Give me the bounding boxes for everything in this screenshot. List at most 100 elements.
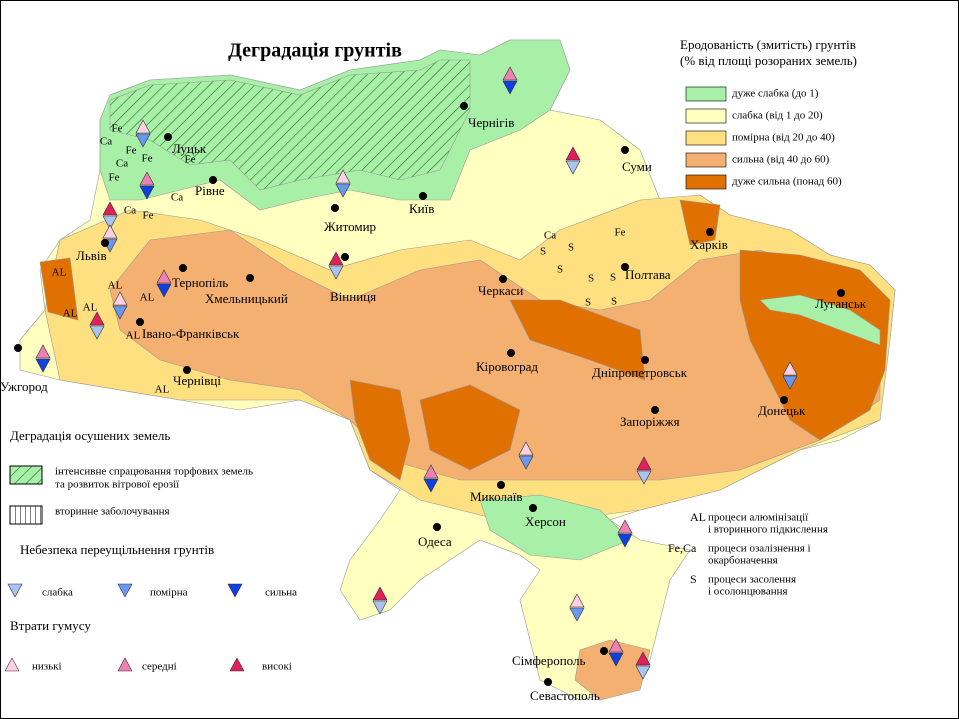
legend-label: помірна [150, 587, 188, 599]
humus-symbol [89, 311, 105, 326]
city-label: Полтава [625, 267, 671, 282]
compaction-symbol [156, 283, 172, 298]
legend-swatch [9, 465, 43, 485]
legend-title: (% від площі розораних земель) [680, 53, 857, 68]
process-code: Fe [109, 172, 120, 184]
legend-title: Небезпека переущільнення грунтів [20, 542, 214, 557]
process-code: S [557, 264, 563, 276]
city-label: Дніпропетровськ [592, 365, 688, 380]
humus-symbol [782, 361, 798, 376]
city-dot [14, 344, 22, 352]
process-code: AL [126, 330, 141, 342]
compaction-symbol [423, 478, 439, 493]
legend-swatch [9, 505, 43, 525]
city-label: Одеса [418, 534, 452, 549]
legend-label: вторинне заболочування [55, 506, 170, 518]
humus-symbol [335, 169, 351, 184]
city-label: Херсон [525, 514, 566, 529]
process-code: AL [83, 302, 98, 314]
legend-label: слабка [42, 587, 73, 599]
legend-label: високі [262, 661, 292, 673]
process-code: Ca [171, 192, 183, 204]
city-label: Кіровоград [476, 359, 538, 374]
humus-symbol [112, 291, 128, 306]
city-dot [621, 263, 629, 271]
process-code: Fe,Ca [668, 541, 697, 555]
humus-symbol [569, 593, 585, 608]
city-label: Суми [622, 159, 652, 174]
city-label: Луцьк [172, 141, 207, 156]
city-label: Луганськ [815, 296, 867, 311]
city-dot [837, 289, 845, 297]
city-dot [641, 356, 649, 364]
city-dot [179, 264, 187, 272]
compaction-symbol [635, 665, 651, 680]
compaction-symbol [569, 607, 585, 622]
legend-swatch [685, 174, 727, 190]
legend-title: Еродованість (змитість) грунтів [680, 37, 856, 52]
humus-symbol [635, 651, 651, 666]
city-label: Севастополь [530, 688, 600, 703]
process-code: Ca [124, 205, 136, 217]
compaction-symbol [112, 305, 128, 320]
process-code: Ca [544, 230, 556, 242]
process-code: Fe [185, 154, 196, 166]
compaction-symbol [102, 215, 118, 230]
city-label: Житомир [324, 219, 376, 234]
territory [19, 39, 896, 701]
city-dot [101, 239, 109, 247]
process-code: AL [63, 308, 78, 320]
process-code: AL [140, 292, 155, 304]
process-code: AL [108, 280, 123, 292]
compaction-symbol [139, 185, 155, 200]
city-label: Хмельницький [205, 291, 288, 306]
humus-symbol [139, 171, 155, 186]
city-dot [460, 102, 468, 110]
compaction-symbol [35, 358, 51, 373]
humus-symbol [102, 201, 118, 216]
humus-symbol [608, 638, 624, 653]
legend-label: дуже слабка (до 1) [732, 88, 819, 100]
city-label: Ужгород [0, 379, 48, 394]
legend-label: і осолонцювання [708, 586, 788, 598]
legend-label: помірна (від 20 до 40) [732, 132, 835, 144]
legend-swatch [685, 86, 727, 102]
compaction-symbol [7, 583, 23, 598]
process-code: S [610, 272, 616, 284]
legend-label: сильна (від 40 до 60) [732, 154, 830, 166]
city-dot [419, 192, 427, 200]
city-label: Миколаїв [470, 489, 523, 504]
city-label: Сімферополь [512, 653, 585, 668]
city-dot [136, 318, 144, 326]
humus-symbol [102, 224, 118, 239]
city-dot [164, 133, 172, 141]
city-dot [529, 504, 537, 512]
city-label: Рівне [195, 183, 225, 198]
humus-symbol [135, 119, 151, 134]
legend-label: сильна [265, 587, 297, 599]
legend-title: Втрати гумусу [10, 618, 91, 633]
process-code: S [588, 273, 594, 285]
compaction-symbol [335, 183, 351, 198]
city-dot [544, 678, 552, 686]
compaction-symbol [608, 652, 624, 667]
humus-symbol [156, 269, 172, 284]
process-code: Fe [615, 227, 626, 239]
city-label: Київ [409, 201, 434, 216]
city-dot [621, 146, 629, 154]
process-code: Fe [126, 145, 137, 157]
compaction-symbol [782, 375, 798, 390]
city-dot [433, 523, 441, 531]
process-code: S [611, 296, 617, 308]
legend-swatch [685, 130, 727, 146]
process-code: Ca [100, 136, 112, 148]
process-code: Ca [116, 158, 128, 170]
compaction-symbol [372, 600, 388, 615]
city-dot [246, 274, 254, 282]
compaction-symbol [117, 583, 133, 598]
humus-symbol [229, 657, 245, 672]
humus-symbol [636, 456, 652, 471]
process-code: S [585, 297, 591, 309]
